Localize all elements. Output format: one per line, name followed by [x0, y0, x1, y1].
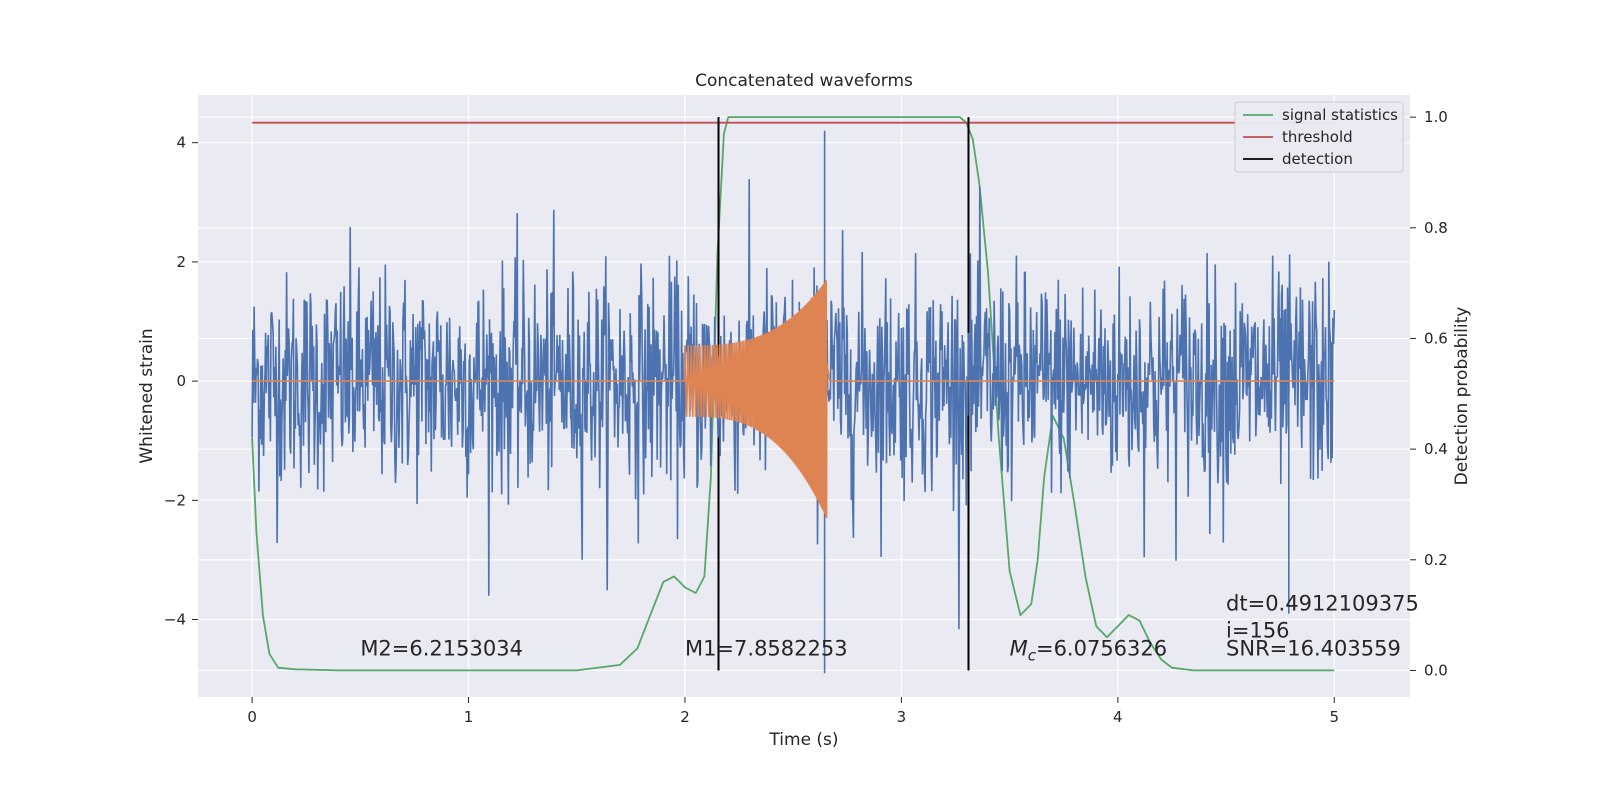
x-tick-label: 5: [1329, 708, 1339, 726]
y-tick-label: −4: [164, 611, 186, 629]
x-tick-label: 1: [464, 708, 474, 726]
y2-tick-label: 0.0: [1424, 661, 1448, 679]
x-tick-label: 3: [897, 708, 907, 726]
y2-tick-label: 0.8: [1424, 219, 1448, 237]
axes: 0 1 2 3 4 5 −4 −2 0 2 4 0.0 0.2 0.4 0.6 0.8 1.0: [164, 108, 1448, 726]
y2-tick-label: 1.0: [1424, 108, 1448, 126]
annotation: M1=7.8582253: [685, 636, 848, 660]
y-axis-label: Whitened strain: [137, 328, 157, 463]
signal-statistics-line: [251, 116, 1335, 672]
legend-label: signal statistics: [1282, 106, 1398, 124]
y-tick-label: 4: [176, 134, 186, 152]
y2-tick-label: 0.2: [1424, 551, 1448, 569]
y-tick-label: 0: [176, 372, 186, 390]
chart-title: Concatenated waveforms: [695, 71, 913, 91]
template-series-line: [252, 280, 1335, 519]
annotation: Mc=6.0756326: [1010, 636, 1168, 664]
legend-label: threshold: [1282, 128, 1353, 146]
legend: signal statistics threshold detection: [1234, 101, 1404, 173]
y2-axis-label: Detection probability: [1452, 307, 1472, 486]
annotation: M2=6.2153034: [360, 636, 523, 660]
x-axis-label: Time (s): [768, 730, 838, 750]
y-tick-label: 2: [176, 253, 186, 271]
x-tick-label: 4: [1113, 708, 1123, 726]
y-tick-label: −2: [164, 491, 186, 509]
annotation: dt=0.4912109375: [1226, 592, 1419, 616]
y2-tick-label: 0.6: [1424, 329, 1448, 347]
legend-box: [1234, 101, 1404, 173]
legend-label: detection: [1282, 150, 1353, 168]
annotation: i=156: [1226, 618, 1290, 642]
annotation: SNR=16.403559: [1226, 636, 1401, 660]
annotations: M2=6.2153034 M1=7.8582253 Mc=6.0756326 dt=0…: [360, 592, 1419, 665]
series-layer: [251, 116, 1336, 674]
x-tick-label: 0: [247, 708, 257, 726]
y2-tick-label: 0.4: [1424, 440, 1448, 458]
x-tick-label: 2: [680, 708, 690, 726]
